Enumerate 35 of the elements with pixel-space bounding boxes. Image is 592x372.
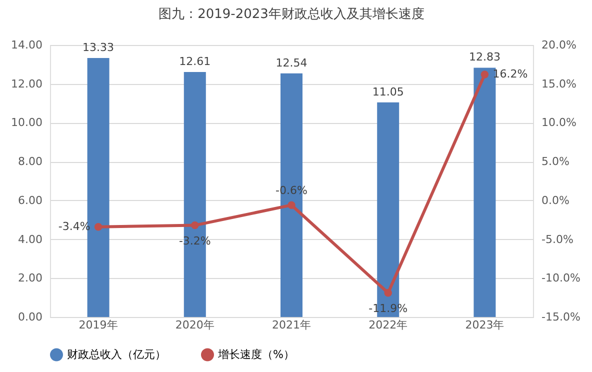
y-tick-label: 2.00 <box>18 272 42 285</box>
y2-tick-label: -5.0% <box>542 232 574 246</box>
y-tick-label: 12.00 <box>11 77 42 90</box>
x-tick-label: 2022年 <box>368 318 408 332</box>
point <box>480 70 489 78</box>
data-label: 12.83 <box>468 50 500 64</box>
y-tick-label: 0.00 <box>18 310 42 324</box>
x-tick-label: 2021年 <box>272 318 311 332</box>
y-tick-label: 10.00 <box>11 116 42 130</box>
y-tick-label: 8.00 <box>18 155 42 168</box>
data-label: 12.61 <box>179 55 211 68</box>
y2-tick-label: 15.0% <box>542 77 576 90</box>
bar <box>474 68 496 317</box>
data-label: 13.33 <box>82 41 114 54</box>
x-tick-label: 2023年 <box>465 318 504 332</box>
point <box>191 221 199 230</box>
data-label: 11.05 <box>372 85 404 98</box>
legend-label: 增长速度（%） <box>217 348 294 361</box>
y-tick-label: 4.00 <box>18 232 42 246</box>
legend-label: 财政总收入（亿元） <box>67 348 166 361</box>
y2-tick-label: 10.0% <box>542 116 576 130</box>
y-tick-label: 6.00 <box>18 194 42 207</box>
chart-title: 图九：2019-2023年财政总收入及其增长速度 <box>158 6 424 22</box>
x-tick-label: 2020年 <box>175 318 214 332</box>
y-tick-label: 14.00 <box>11 38 42 52</box>
y2-tick-label: 0.0% <box>542 194 570 207</box>
y2-tick-label: -10.0% <box>542 272 580 285</box>
y2-tick-label: 5.0% <box>542 155 570 168</box>
y2-tick-label: -15.0% <box>542 310 580 324</box>
data-label: 12.54 <box>276 56 308 70</box>
point <box>94 222 102 231</box>
x-tick-label: 2019年 <box>78 318 118 332</box>
point <box>288 201 296 209</box>
point <box>384 289 392 297</box>
y2-tick-label: 20.0% <box>542 38 576 52</box>
